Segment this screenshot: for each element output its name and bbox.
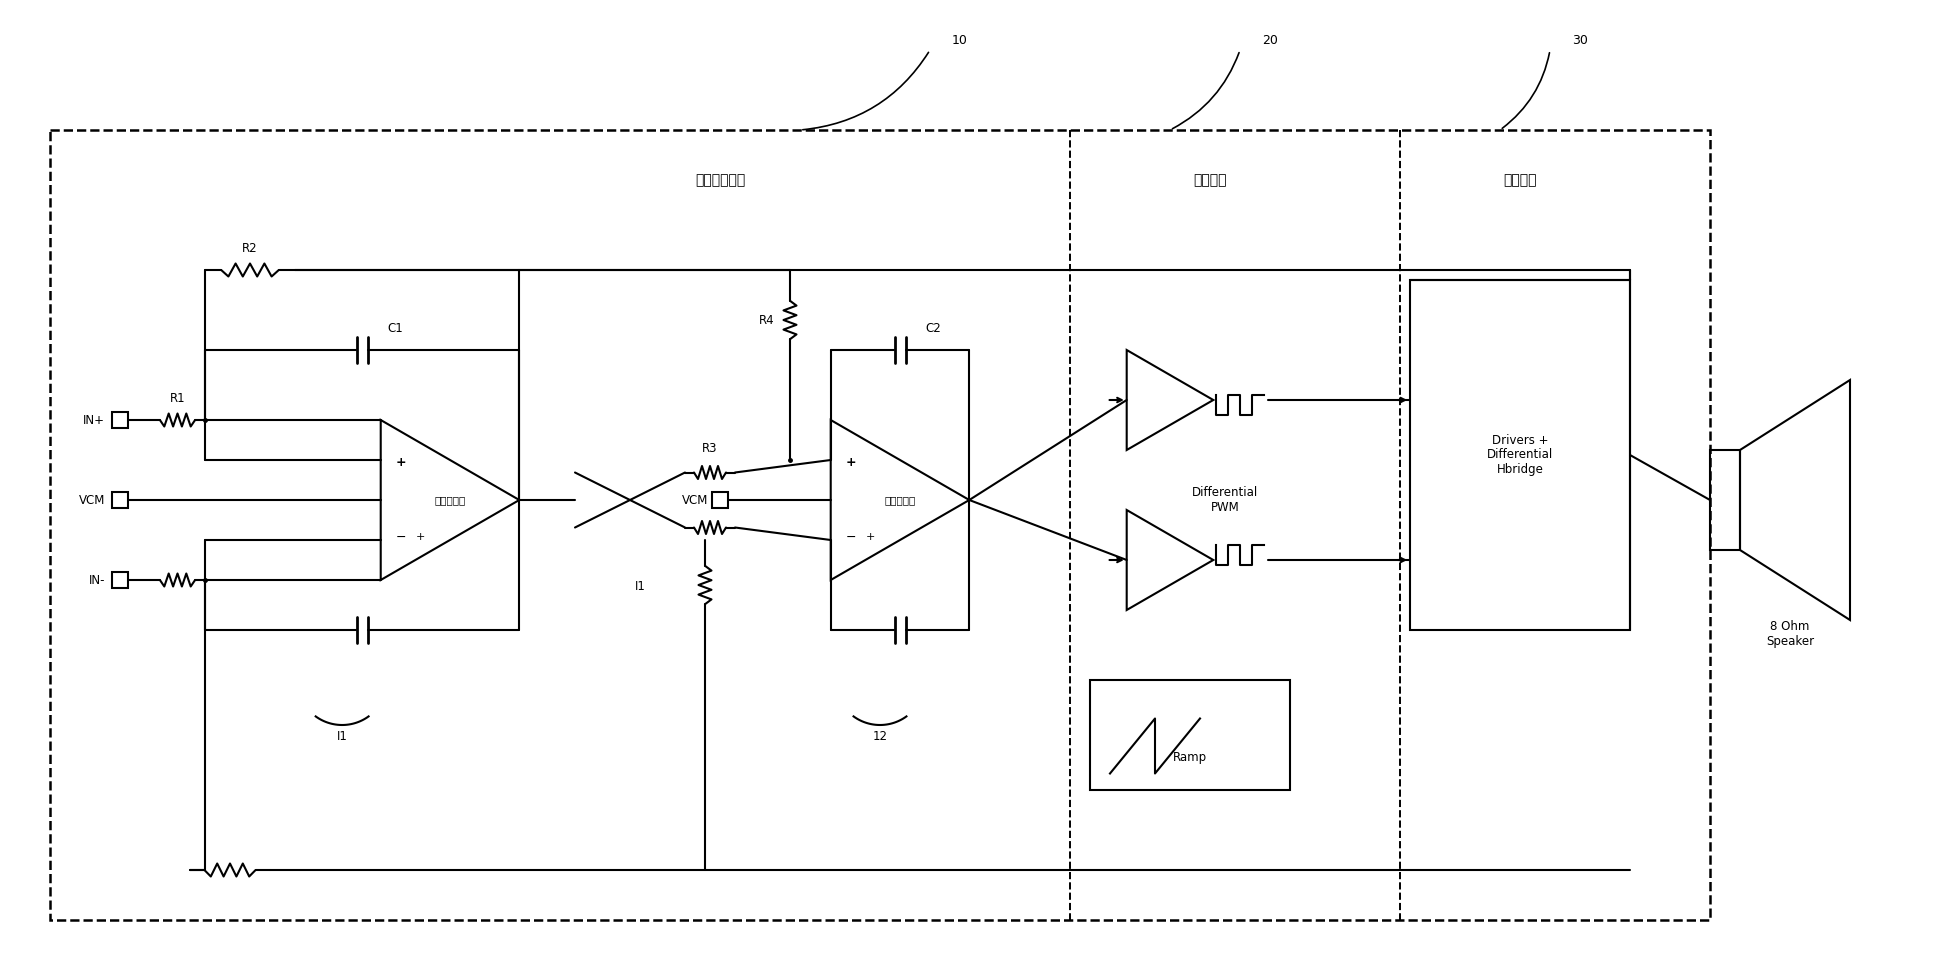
- Text: +: +: [866, 532, 876, 542]
- Text: 二阶滤波电路: 二阶滤波电路: [695, 173, 745, 187]
- Text: 输出电路: 输出电路: [1502, 173, 1537, 187]
- Text: 8 Ohm
Speaker: 8 Ohm Speaker: [1765, 620, 1814, 648]
- Bar: [113, 572, 128, 588]
- Text: R4: R4: [759, 314, 775, 326]
- Text: −: −: [395, 530, 407, 544]
- Text: 12: 12: [872, 730, 887, 743]
- Text: C2: C2: [924, 322, 940, 335]
- Bar: [1711, 450, 1740, 550]
- Text: 第二积分器: 第二积分器: [883, 495, 917, 505]
- Bar: [1411, 280, 1631, 630]
- Text: +: +: [416, 532, 424, 542]
- Text: +: +: [847, 456, 856, 470]
- Text: −: −: [847, 530, 856, 544]
- Bar: [113, 492, 128, 508]
- Text: 30: 30: [1572, 33, 1588, 47]
- Bar: [712, 492, 728, 508]
- Text: 第一积分器: 第一积分器: [434, 495, 465, 505]
- Bar: [51, 130, 1711, 920]
- Text: R3: R3: [703, 441, 718, 455]
- Text: IN-: IN-: [88, 573, 105, 587]
- Text: Differential
PWM: Differential PWM: [1191, 486, 1259, 514]
- Text: VCM: VCM: [78, 494, 105, 506]
- Bar: [1090, 680, 1290, 790]
- Text: IN+: IN+: [84, 413, 105, 427]
- Text: R2: R2: [241, 242, 257, 255]
- Text: VCM: VCM: [681, 494, 708, 506]
- Text: 20: 20: [1263, 33, 1279, 47]
- Text: I1: I1: [337, 730, 348, 743]
- Text: Drivers +
Differential
Hbridge: Drivers + Differential Hbridge: [1487, 434, 1553, 477]
- Bar: [113, 412, 128, 428]
- Text: C1: C1: [387, 322, 403, 335]
- Text: R1: R1: [169, 392, 185, 405]
- Text: 10: 10: [952, 33, 967, 47]
- Text: +: +: [395, 456, 407, 470]
- Text: I1: I1: [634, 580, 646, 593]
- Text: 调制电路: 调制电路: [1193, 173, 1226, 187]
- Text: Ramp: Ramp: [1173, 750, 1207, 764]
